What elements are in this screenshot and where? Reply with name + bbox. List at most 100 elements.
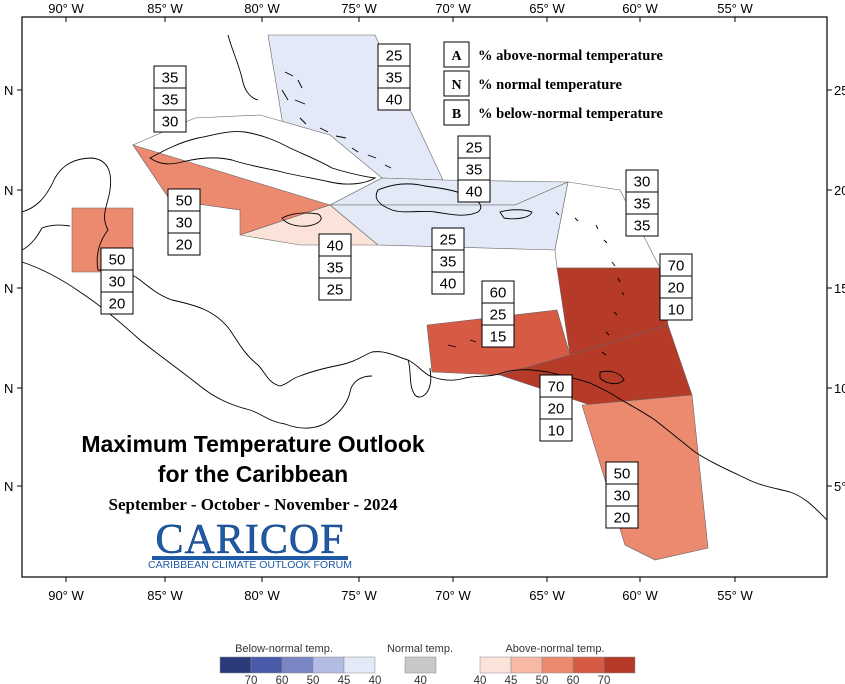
prob-value-N: 25 [490, 307, 507, 324]
coast-maracaibo [407, 359, 432, 398]
lon-tick-label-bottom: 80° W [244, 588, 280, 603]
coast-yucatan-west [21, 224, 71, 251]
prob-box-cuba: 35 35 30 [153, 65, 187, 133]
legend-letter-box [443, 70, 470, 97]
lat-tick-label-right: 15 [834, 281, 845, 296]
lon-tick-label-top: 55° W [717, 1, 753, 16]
coast-guianas [617, 397, 828, 521]
prob-cell-B [431, 271, 465, 295]
coast-bahamas [281, 71, 392, 169]
lat-tick-label-left: N [4, 381, 13, 396]
map-frame [21, 16, 828, 578]
prob-box-bahamas: 25 35 40 [377, 43, 411, 111]
legend-letter-box [443, 41, 470, 68]
prob-value-A: 30 [634, 174, 651, 191]
colorbar-normal: 40 [404, 656, 437, 684]
prob-value-N: 35 [634, 196, 651, 213]
prob-cell-B [167, 232, 201, 256]
prob-value-A: 70 [668, 258, 685, 275]
colorbar-swatch [572, 656, 605, 674]
lon-tick-label-top: 65° W [529, 1, 565, 16]
colorbar-tick-label: 70 [598, 675, 611, 684]
prob-box-hispaniola-south: 25 35 40 [431, 227, 465, 295]
coast-pacific-central-america [21, 261, 286, 425]
prob-value-B: 10 [548, 423, 565, 440]
prob-cell-B [100, 291, 134, 315]
prob-value-B: 35 [634, 218, 651, 235]
lat-tick-label-left: N [4, 281, 13, 296]
colorbar-tick-label: 60 [276, 675, 289, 684]
prob-box-hispaniola-north: 25 35 40 [457, 135, 491, 203]
coast-jamaica [281, 212, 322, 227]
prob-value-N: 35 [327, 260, 344, 277]
prob-value-N: 20 [548, 401, 565, 418]
prob-cell-B [377, 87, 411, 111]
prob-box-trinidad-tobago: 70 20 10 [539, 374, 573, 442]
colorbar-swatch [281, 656, 314, 674]
lat-tick-label-right: 5° [834, 479, 845, 494]
prob-value-A: 50 [614, 466, 631, 483]
prob-value-B: 20 [176, 237, 193, 254]
lon-tick-label-top: 75° W [341, 1, 377, 16]
prob-cell-B [625, 213, 659, 237]
legend-text: % below-normal temperature [478, 106, 664, 122]
lat-tick-label-left: N [4, 479, 13, 494]
prob-value-B: 15 [490, 329, 507, 346]
colorbar-tick-label: 40 [474, 675, 487, 684]
legend-text: % above-normal temperature [478, 48, 664, 64]
prob-value-A: 25 [466, 140, 483, 157]
prob-value-B: 40 [440, 276, 457, 293]
colorbar-swatch [479, 656, 512, 674]
legend-letter: N [451, 78, 461, 93]
prob-box-windward-islands: 70 20 10 [659, 253, 693, 321]
colorbar-tick-label: 40 [369, 675, 382, 684]
title-line-2: for the Caribbean [158, 461, 348, 487]
lat-tick-label-right: 20 [834, 183, 845, 198]
colorbar-normal-label: Normal temp. [387, 643, 453, 655]
colorbar-tick-label: 70 [245, 675, 258, 684]
prob-value-A: 60 [490, 285, 507, 302]
prob-value-B: 20 [109, 296, 126, 313]
lon-tick-label-top: 70° W [435, 1, 471, 16]
title-line-1: Maximum Temperature Outlook [81, 431, 425, 457]
prob-box-abc-islands: 60 25 15 [481, 280, 515, 348]
colorbar-swatch [404, 656, 437, 674]
prob-cell-B [539, 418, 573, 442]
colorbar-above: 40 45 50 60 70 [474, 656, 636, 684]
colorbar-swatch [219, 656, 252, 674]
lat-tick-label-left: N [4, 183, 13, 198]
colorbar-swatch [603, 656, 636, 674]
lat-tick-label-right: 25 [834, 83, 845, 98]
coast-florida [227, 34, 259, 101]
colorbar-tick-label: 45 [338, 675, 351, 684]
prob-cell-B [605, 505, 639, 529]
prob-value-N: 30 [176, 215, 193, 232]
prob-value-A: 40 [327, 238, 344, 255]
prob-box-jamaica: 40 35 25 [318, 233, 352, 301]
legend-letter: A [451, 49, 462, 64]
prob-value-N: 35 [440, 254, 457, 271]
coast-cuba [149, 131, 377, 185]
lat-tick-label-right: 10 [834, 381, 845, 396]
colorbar-below-label: Below-normal temp. [235, 643, 333, 655]
colorbar-swatch [541, 656, 574, 674]
longitude-ticks-bottom: 90° W 85° W 80° W 75° W 70° W 65° W 60° W 55° W [48, 577, 753, 603]
lon-tick-label-top: 60° W [622, 1, 658, 16]
lon-tick-label-bottom: 85° W [147, 588, 183, 603]
coast-hispaniola [375, 183, 482, 216]
title-block: Maximum Temperature Outlook for the Cari… [81, 431, 425, 514]
lon-tick-label-top: 85° W [147, 1, 183, 16]
lon-tick-label-bottom: 55° W [717, 588, 753, 603]
prob-value-N: 35 [386, 70, 403, 87]
prob-value-A: 50 [109, 252, 126, 269]
prob-box-leeward-islands: 30 35 35 [625, 169, 659, 237]
lon-tick-label-bottom: 75° W [341, 588, 377, 603]
legend-letter: B [452, 107, 461, 122]
colorbar-tick-label: 45 [505, 675, 518, 684]
colorbar: Below-normal temp. Normal temp. Above-no… [219, 643, 636, 684]
prob-box-cuba-southwest: 50 30 20 [167, 188, 201, 256]
colorbar-swatch [250, 656, 283, 674]
prob-value-B: 10 [668, 302, 685, 319]
prob-value-N: 35 [466, 162, 483, 179]
